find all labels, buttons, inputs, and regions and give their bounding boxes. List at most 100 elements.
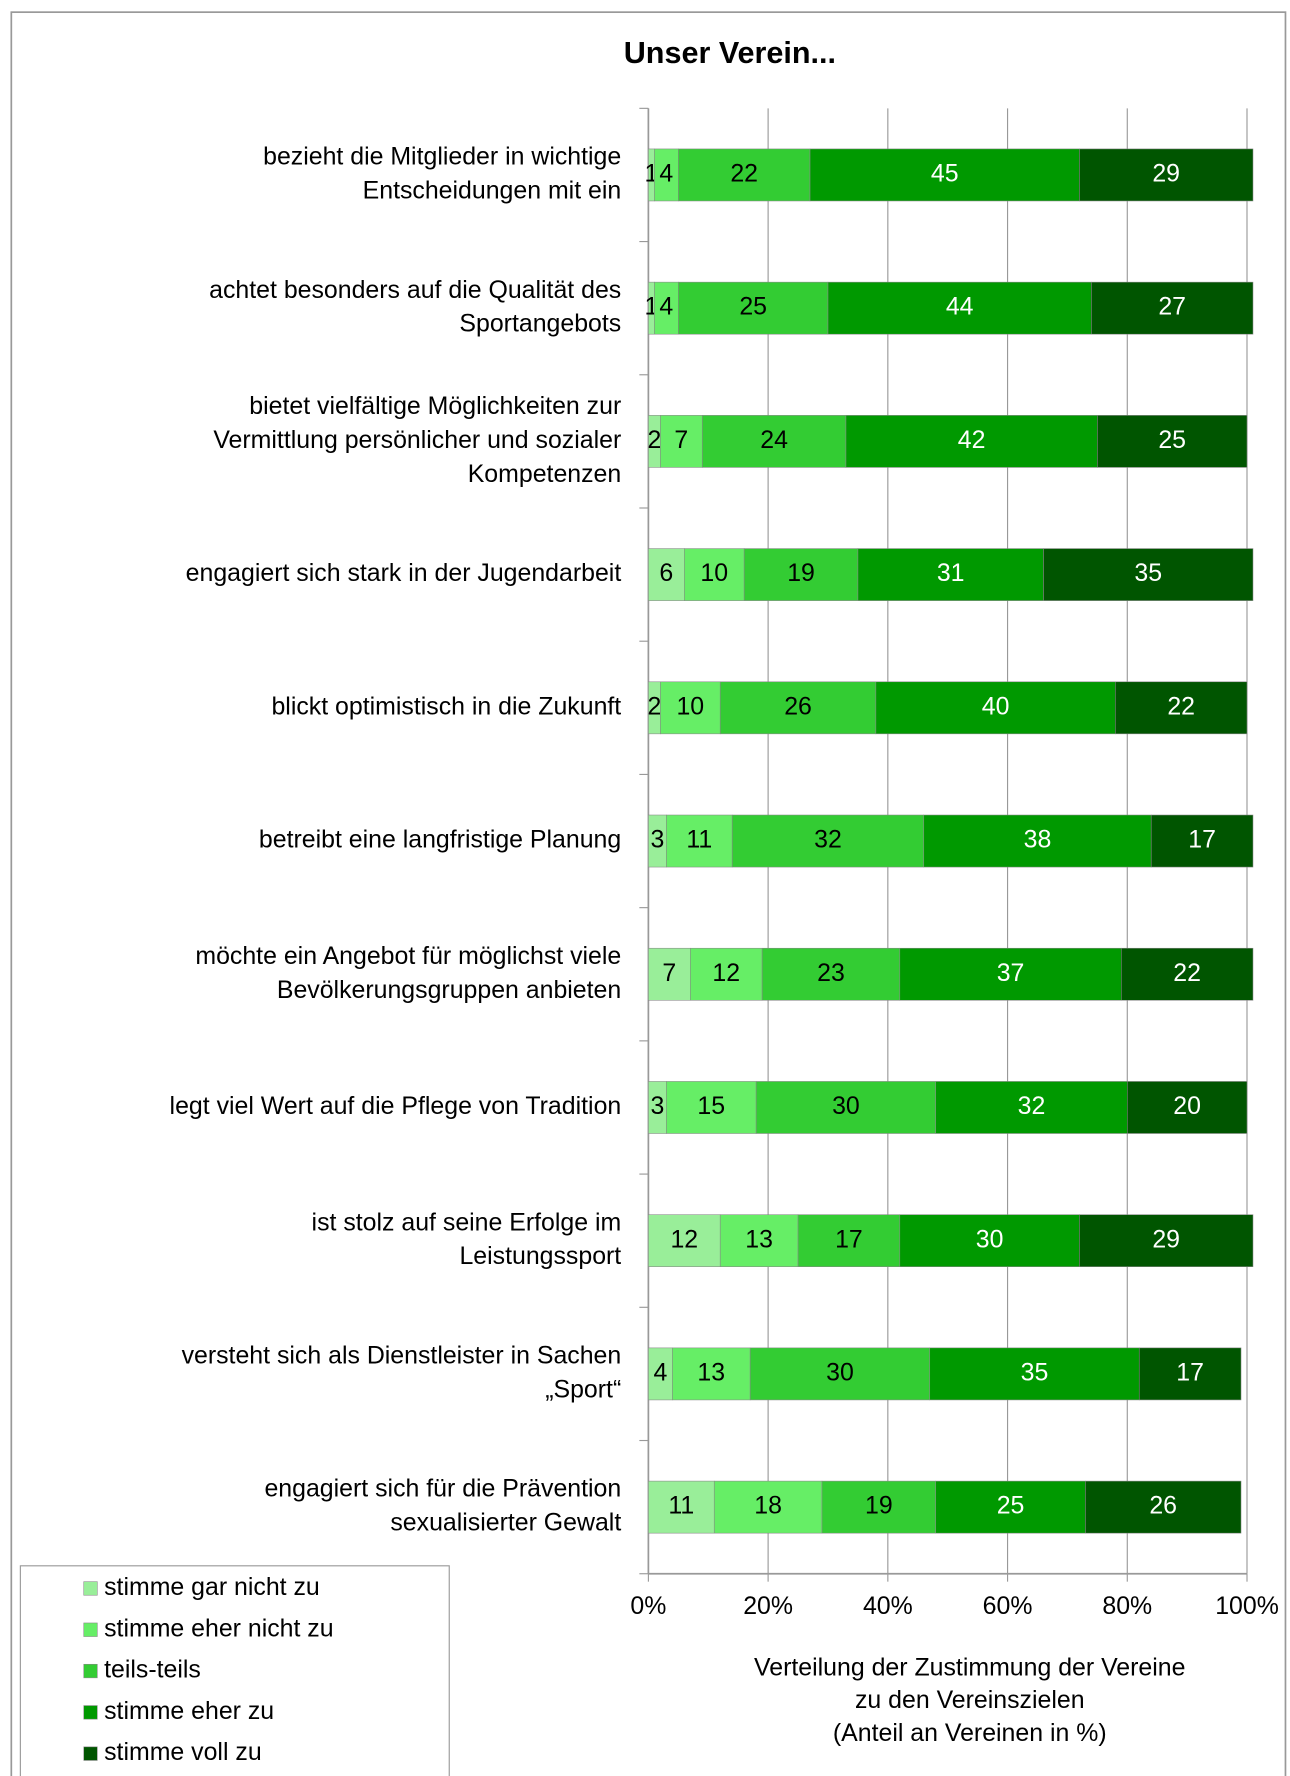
bar-segment — [749, 1347, 931, 1401]
value-label: 31 — [937, 559, 965, 587]
value-label: 3 — [650, 826, 664, 854]
legend-swatch — [83, 1663, 98, 1679]
value-label: 32 — [814, 826, 842, 854]
bar-segment — [797, 1214, 901, 1268]
value-label: 37 — [997, 959, 1025, 987]
legend-label: stimme eher nicht zu — [104, 1614, 334, 1642]
x-tick-label: 80% — [1102, 1592, 1152, 1620]
value-label: 22 — [1173, 959, 1201, 987]
bar-segment — [1138, 1347, 1242, 1401]
bar-segment — [666, 1081, 757, 1134]
value-label: 23 — [817, 959, 845, 987]
value-label: 17 — [1176, 1358, 1204, 1386]
value-label: 7 — [674, 426, 688, 454]
bar-segment — [755, 1081, 937, 1134]
value-label: 4 — [659, 160, 673, 188]
x-tick-label: 20% — [743, 1592, 793, 1620]
category-label: sexualisierter Gewalt — [390, 1509, 621, 1537]
category-label: blickt optimistisch in die Zukunft — [271, 692, 621, 720]
value-label: 15 — [697, 1092, 725, 1120]
legend-swatch — [83, 1746, 98, 1761]
category-label: bezieht die Mitglieder in wichtige — [263, 143, 621, 171]
bar-segment — [1126, 1081, 1248, 1134]
bar-segment — [1115, 681, 1248, 735]
value-label: 22 — [1167, 692, 1195, 720]
value-label: 17 — [1188, 826, 1216, 854]
value-label: 19 — [865, 1492, 893, 1520]
category-label: engagiert sich für die Prävention — [264, 1475, 621, 1503]
value-label: 25 — [1158, 426, 1186, 454]
value-label: 17 — [835, 1225, 863, 1253]
bar-segment — [719, 1214, 799, 1268]
bar-segment — [845, 415, 1098, 468]
value-label: 20 — [1173, 1092, 1201, 1120]
bar-segment — [1121, 947, 1254, 1001]
value-label: 12 — [712, 959, 740, 987]
value-label: 38 — [1024, 826, 1052, 854]
value-label: 26 — [1149, 1492, 1177, 1520]
x-tick-label: 40% — [863, 1592, 913, 1620]
x-axis-label: zu den Vereinszielen — [855, 1686, 1085, 1714]
bar-segment — [1079, 148, 1254, 202]
value-label: 2 — [647, 426, 661, 454]
category-label: Vermittlung persönlicher und sozialer — [213, 426, 621, 454]
bar-segment — [690, 947, 763, 1001]
bar-segment — [743, 548, 859, 601]
value-label: 4 — [653, 1358, 667, 1386]
category-label: betreibt eine langfristige Planung — [259, 826, 621, 854]
bar-segment — [821, 1480, 937, 1534]
value-label: 30 — [826, 1358, 854, 1386]
bar-segment — [1150, 814, 1254, 868]
value-label: 30 — [976, 1225, 1004, 1253]
bar-segment — [684, 548, 745, 601]
bar-segment — [660, 681, 721, 735]
legend-swatch — [83, 1581, 98, 1596]
x-tick-label: 0% — [630, 1592, 666, 1620]
value-label: 11 — [686, 826, 712, 854]
x-tick-label: 100% — [1215, 1592, 1279, 1620]
category-label: Bevölkerungsgruppen anbieten — [277, 976, 621, 1004]
value-label: 29 — [1152, 160, 1180, 188]
category-label: möchte ein Angebot für möglichst viele — [195, 942, 621, 970]
bar-segment — [1097, 415, 1248, 468]
value-label: 6 — [659, 559, 673, 587]
value-label: 35 — [1134, 559, 1162, 587]
x-axis-label: (Anteil an Vereinen in %) — [833, 1719, 1107, 1747]
category-label: Leistungssport — [459, 1242, 621, 1270]
bar-segment — [672, 1347, 751, 1401]
bar-segment — [809, 148, 1080, 202]
value-label: 29 — [1152, 1225, 1180, 1253]
x-tick-label: 60% — [983, 1592, 1033, 1620]
bar-segment — [899, 1214, 1080, 1268]
bar-segment — [857, 548, 1044, 601]
legend-swatch — [83, 1705, 98, 1720]
bar-segment — [1043, 548, 1254, 601]
legend-label: teils-teils — [104, 1656, 201, 1684]
value-label: 25 — [739, 293, 767, 321]
value-label: 45 — [931, 160, 959, 188]
value-label: 25 — [997, 1492, 1025, 1520]
category-label: Kompetenzen — [468, 460, 622, 488]
bar-segment — [713, 1480, 823, 1534]
bar-segment — [761, 947, 901, 1001]
value-label: 30 — [832, 1092, 860, 1120]
legend-label: stimme gar nicht zu — [104, 1573, 320, 1601]
value-label: 10 — [700, 559, 728, 587]
legend-label: stimme voll zu — [104, 1738, 262, 1766]
value-label: 2 — [647, 692, 661, 720]
value-label: 3 — [650, 1092, 664, 1120]
bar-segment — [1085, 1480, 1242, 1534]
bar-segment — [660, 415, 703, 468]
category-label: „Sport“ — [545, 1375, 621, 1403]
bar-segment — [731, 814, 925, 868]
chart-title: Unser Verein... — [624, 36, 836, 70]
bar-segment — [719, 681, 877, 735]
bar-segment — [1079, 1214, 1254, 1268]
category-label: legt viel Wert auf die Pflege von Tradit… — [170, 1092, 622, 1120]
bar-segment — [678, 148, 811, 202]
category-label: engagiert sich stark in der Jugendarbeit — [186, 559, 622, 587]
value-label: 44 — [946, 293, 974, 321]
bar-segment — [935, 1480, 1086, 1534]
legend-label: stimme eher zu — [104, 1697, 274, 1725]
